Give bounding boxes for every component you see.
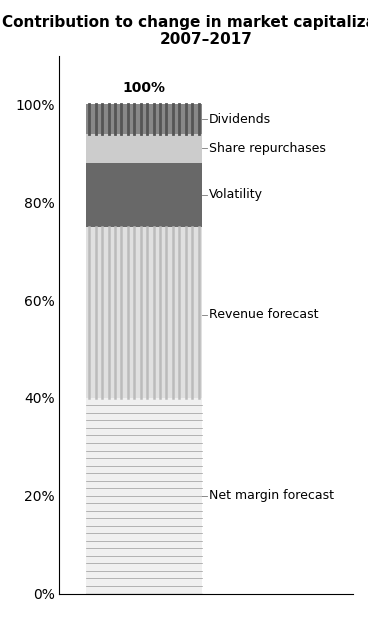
- Title: Contribution to change in market capitalization
2007–2017: Contribution to change in market capital…: [2, 15, 368, 48]
- Text: Dividends: Dividends: [209, 112, 271, 126]
- Text: Volatility: Volatility: [209, 188, 263, 201]
- Bar: [86, 134, 202, 163]
- Text: Share repurchases: Share repurchases: [209, 142, 326, 155]
- Text: Net margin forecast: Net margin forecast: [209, 489, 334, 502]
- Text: Revenue forecast: Revenue forecast: [209, 308, 318, 321]
- Bar: [86, 104, 202, 594]
- Bar: [86, 398, 202, 594]
- Bar: [86, 163, 202, 226]
- Bar: [86, 226, 202, 398]
- Bar: [86, 104, 202, 134]
- Text: 100%: 100%: [123, 81, 165, 94]
